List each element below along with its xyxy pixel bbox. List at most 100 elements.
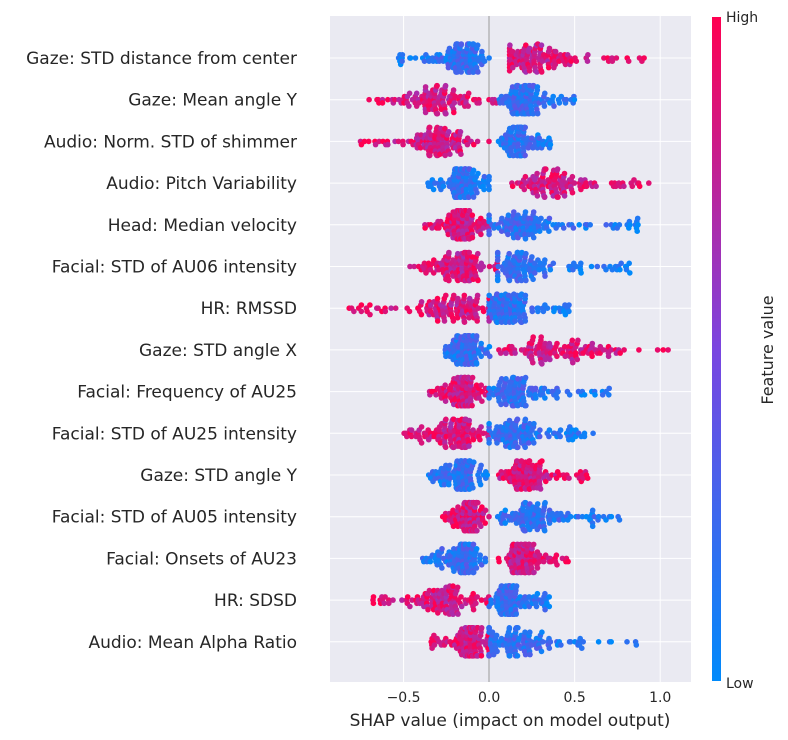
- shap-point: [470, 485, 476, 491]
- shap-point: [469, 212, 476, 218]
- shap-point: [589, 507, 596, 514]
- shap-point: [478, 523, 484, 530]
- shap-point: [486, 173, 492, 180]
- shap-point: [466, 443, 472, 449]
- shap-point: [542, 257, 548, 263]
- shap-point: [581, 392, 588, 398]
- feature-label: HR: RMSSD: [201, 299, 297, 319]
- shap-point: [441, 481, 448, 488]
- shap-point: [534, 193, 541, 199]
- shap-point: [522, 629, 528, 635]
- shap-point: [530, 209, 537, 215]
- shap-point: [551, 517, 558, 523]
- shap-point: [388, 305, 394, 312]
- shap-point: [470, 569, 477, 576]
- shap-point: [603, 222, 609, 228]
- shap-point: [543, 478, 549, 485]
- shap-point: [531, 420, 537, 427]
- shap-point: [470, 541, 477, 548]
- shap-point: [608, 639, 614, 645]
- shap-point: [566, 475, 572, 482]
- shap-point: [545, 64, 552, 71]
- shap-point: [534, 110, 541, 117]
- shap-point: [539, 58, 546, 64]
- shap-point: [613, 55, 620, 61]
- shap-point: [618, 260, 624, 267]
- shap-point: [624, 639, 630, 645]
- shap-point: [478, 653, 485, 659]
- shap-point: [382, 594, 388, 600]
- shap-point: [646, 180, 652, 186]
- shap-point: [447, 462, 453, 469]
- shap-point: [603, 266, 609, 273]
- shap-point: [530, 234, 537, 241]
- shap-point: [541, 527, 548, 534]
- shap-point: [432, 180, 438, 186]
- shap-point: [580, 639, 586, 645]
- shap-point: [480, 430, 487, 437]
- shap-point: [442, 382, 449, 389]
- feature-label: Audio: Norm. STD of shimmer: [44, 132, 297, 152]
- shap-point: [531, 440, 537, 446]
- shap-point: [381, 600, 388, 607]
- shap-point: [546, 45, 553, 52]
- shap-point: [478, 353, 485, 360]
- shap-point: [526, 45, 533, 52]
- shap-point: [443, 110, 449, 117]
- shap-point: [480, 263, 487, 270]
- x-tick-label: 0.5: [564, 690, 586, 706]
- shap-point: [530, 334, 536, 340]
- shap-point: [541, 103, 548, 109]
- shap-point: [464, 141, 471, 148]
- shap-point: [594, 263, 601, 270]
- shap-point: [395, 138, 402, 145]
- shap-point: [484, 472, 491, 478]
- shap-point: [446, 129, 452, 135]
- shap-point: [503, 376, 509, 382]
- shap-point: [442, 152, 449, 159]
- shap-point: [365, 138, 372, 145]
- shap-point: [581, 433, 588, 440]
- shap-point: [486, 513, 492, 520]
- shap-point: [552, 48, 559, 55]
- shap-point: [477, 436, 483, 443]
- shap-point: [486, 186, 492, 193]
- x-tick-label: 1.0: [649, 690, 671, 706]
- shap-point: [578, 270, 584, 276]
- shap-point: [542, 590, 548, 597]
- shap-point: [481, 173, 488, 180]
- shap-point: [426, 587, 433, 594]
- shap-point: [536, 433, 543, 440]
- shap-point: [579, 645, 585, 651]
- shap-point: [477, 552, 484, 558]
- shap-point: [535, 305, 542, 312]
- shap-point: [522, 374, 529, 381]
- shap-point: [573, 263, 579, 270]
- shap-point: [565, 558, 571, 565]
- shap-point: [567, 639, 574, 645]
- shap-point: [351, 308, 357, 315]
- shap-point: [546, 594, 552, 600]
- shap-point: [506, 625, 513, 631]
- shap-point: [474, 594, 481, 600]
- shap-point: [451, 292, 457, 299]
- shap-point: [494, 291, 500, 298]
- shap-point: [527, 651, 533, 658]
- shap-point: [523, 42, 529, 48]
- shap-point: [427, 558, 434, 565]
- shap-point: [479, 398, 485, 405]
- shap-point: [458, 41, 465, 47]
- shap-point: [486, 625, 492, 631]
- shap-point: [466, 208, 473, 214]
- shap-point: [385, 141, 391, 148]
- shap-point: [634, 228, 640, 234]
- shap-point: [506, 250, 512, 257]
- shap-point: [426, 124, 433, 131]
- shap-point: [546, 433, 552, 440]
- shap-point: [503, 401, 509, 408]
- shap-point: [455, 295, 461, 302]
- shap-point: [375, 305, 381, 312]
- shap-point: [466, 295, 473, 302]
- shap-point: [494, 440, 500, 446]
- shap-point: [502, 507, 509, 514]
